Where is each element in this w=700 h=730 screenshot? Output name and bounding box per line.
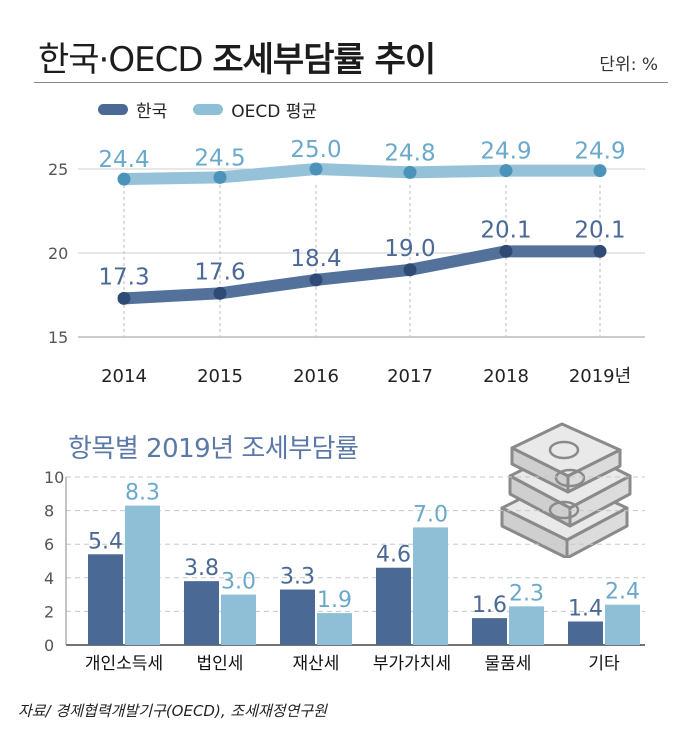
money-stack-icon	[500, 422, 632, 558]
bar-value-label: 3.0	[221, 570, 256, 595]
bar	[125, 505, 160, 645]
data-label: 24.5	[194, 145, 245, 171]
bar	[509, 606, 544, 645]
data-point	[593, 244, 607, 258]
bar	[472, 618, 507, 645]
title-light: 한국·OECD	[38, 40, 204, 80]
bar-value-label: 2.4	[605, 580, 640, 605]
data-label: 24.9	[574, 139, 625, 165]
y-tick-label: 6	[44, 535, 54, 554]
y-tick-label: 2	[44, 602, 54, 621]
data-label: 20.1	[574, 217, 625, 243]
data-point	[309, 162, 323, 176]
data-label: 18.4	[290, 246, 341, 272]
data-label: 24.9	[480, 139, 531, 165]
category-label: 부가가치세	[373, 654, 451, 674]
bar-value-label: 1.4	[568, 596, 603, 621]
y-tick-label: 25	[48, 160, 68, 179]
data-point	[213, 170, 227, 184]
unit-label: 단위: %	[599, 55, 658, 75]
bar-value-label: 3.8	[184, 556, 219, 581]
bar-value-label: 8.3	[125, 481, 160, 506]
data-label: 24.4	[98, 147, 149, 173]
bar	[317, 613, 352, 645]
line-chart: 15 20 25 2014 2015 2016 2017 2018 2019년 17.3 17.6 1…	[48, 137, 645, 387]
x-tick-label: 2014	[101, 366, 147, 387]
bar	[605, 604, 640, 645]
data-label: 24.8	[384, 140, 435, 166]
data-point	[499, 164, 513, 178]
legend-item-oecd: OECD 평균	[193, 97, 317, 122]
x-tick-label: 2017	[387, 366, 433, 387]
data-label: 19.0	[384, 236, 435, 262]
data-point	[117, 172, 131, 186]
category-label: 재산세	[293, 654, 340, 674]
data-point	[403, 263, 417, 277]
data-point	[593, 164, 607, 178]
legend-label-korea: 한국	[136, 102, 168, 122]
y-tick-label: 4	[44, 569, 54, 588]
data-label: 20.1	[480, 217, 531, 243]
bar-chart-title: 항목별 2019년 조세부담률	[68, 434, 359, 464]
y-tick-label: 20	[48, 244, 68, 263]
data-point	[403, 165, 417, 179]
legend: 한국 OECD 평균	[98, 97, 343, 122]
title-divider	[34, 82, 668, 83]
bar-value-label: 5.4	[88, 529, 123, 554]
category-label: 기타	[588, 654, 620, 674]
data-point	[309, 273, 323, 287]
data-point	[117, 291, 131, 305]
bar	[376, 567, 411, 645]
y-tick-label: 15	[48, 328, 68, 347]
bar	[184, 581, 219, 645]
bar-value-label: 1.9	[317, 588, 352, 613]
legend-item-korea: 한국	[98, 97, 167, 122]
bar-value-label: 3.3	[280, 565, 315, 590]
category-label: 법인세	[197, 654, 244, 674]
y-tick-label: 10	[44, 468, 64, 487]
legend-label-oecd: OECD 평균	[231, 102, 318, 122]
bar-value-label: 7.0	[413, 502, 448, 527]
data-label: 25.0	[290, 137, 341, 163]
x-tick-label: 2016	[293, 366, 339, 387]
bar	[568, 621, 603, 645]
x-tick-label: 2015	[197, 366, 243, 387]
bar-value-label: 2.3	[509, 581, 544, 606]
data-point	[499, 244, 513, 258]
data-label: 17.3	[98, 264, 149, 290]
legend-swatch-oecd	[193, 104, 224, 115]
data-label: 17.6	[194, 259, 245, 285]
series-line	[118, 245, 606, 305]
bar-value-label: 1.6	[472, 593, 507, 618]
bar	[88, 554, 123, 645]
x-tick-label: 2018	[483, 366, 529, 387]
x-tick-label: 2019년	[569, 366, 631, 387]
data-point	[213, 286, 227, 300]
y-tick-label: 8	[44, 502, 54, 521]
title-bold: 조세부담률 추이	[212, 40, 436, 80]
bar	[280, 589, 315, 645]
legend-swatch-korea	[98, 104, 128, 115]
series-line	[118, 163, 606, 186]
bar	[221, 594, 256, 645]
chart-title: 한국·OECD 조세부담률 추이	[38, 32, 436, 81]
source-note: 자료/ 경제협력개발기구(OECD), 조세재정연구원	[18, 702, 327, 720]
bar-value-label: 4.6	[376, 543, 411, 568]
category-label: 물품세	[485, 654, 532, 674]
category-label: 개인소득세	[85, 654, 163, 674]
y-tick-label: 0	[44, 636, 54, 655]
bar	[413, 527, 448, 645]
